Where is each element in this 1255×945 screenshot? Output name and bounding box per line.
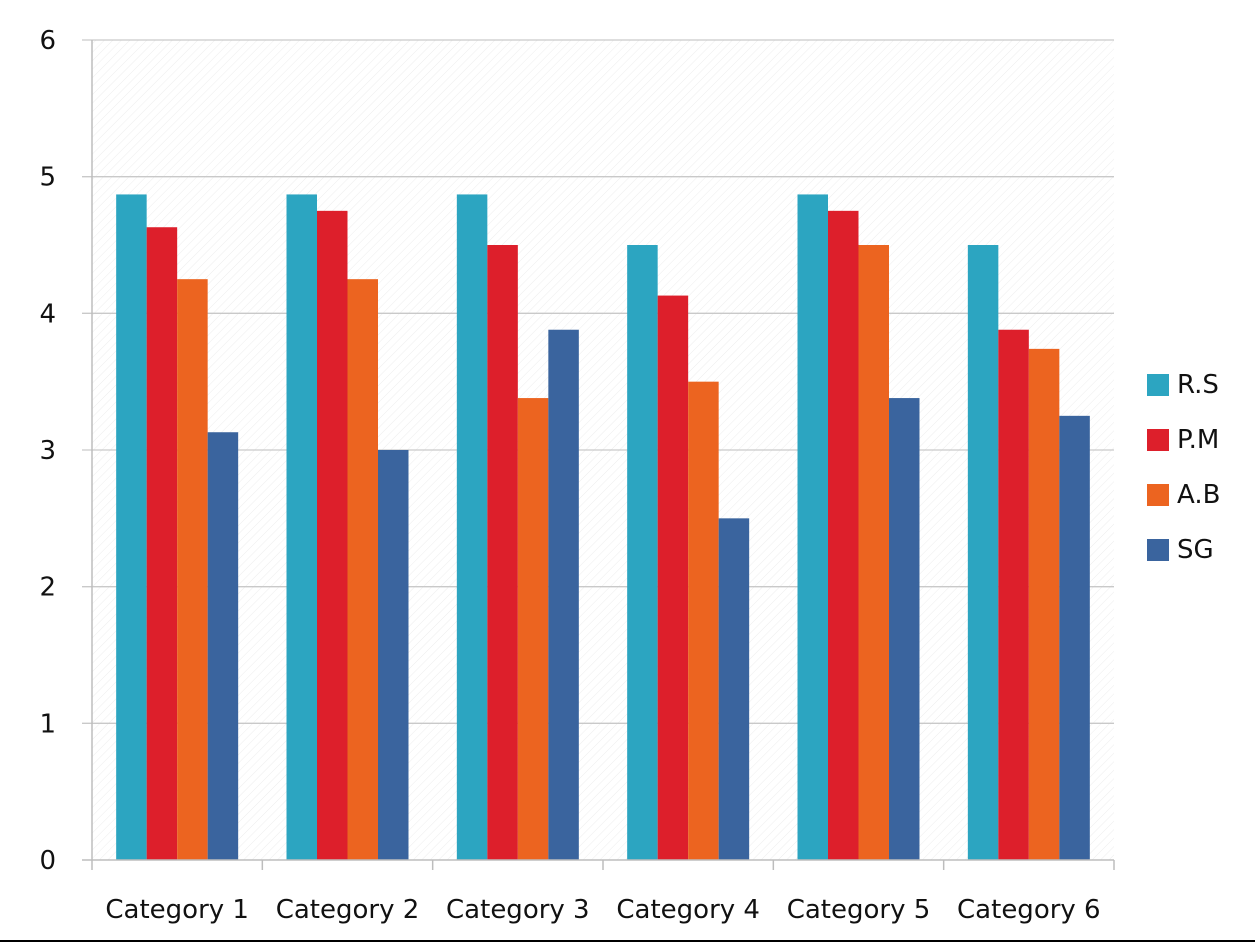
bar-r-s-2 (286, 194, 317, 860)
bar-r-s-1 (116, 194, 147, 860)
bar-sg-6 (1059, 415, 1090, 860)
x-tick-label: Category 3 (446, 895, 590, 925)
legend-swatch (1147, 429, 1169, 451)
legend-label: P.M (1177, 425, 1219, 455)
gridlines (82, 39, 1114, 724)
bar-sg-5 (889, 398, 920, 860)
bar-a-b-2 (347, 279, 378, 861)
bar-r-s-6 (967, 245, 999, 860)
y-tick-label: 1 (39, 709, 56, 739)
y-tick-label: 6 (39, 26, 56, 56)
bar-p-m-4 (657, 295, 689, 861)
bar-a-b-5 (858, 245, 889, 860)
bar-p-m-6 (998, 329, 1029, 860)
y-tick-label: 0 (39, 846, 56, 876)
x-tick-label: Category 1 (105, 895, 249, 925)
bar-r-s-5 (797, 194, 828, 860)
bar-r-s-4 (627, 245, 658, 860)
x-axis-tick-labels: Category 1 Category 2 Category 3 Category 4… (105, 895, 1100, 925)
bar-sg-4 (718, 518, 750, 860)
x-tick-label: Category 2 (276, 895, 420, 925)
bars-group (116, 194, 1090, 861)
x-tick-label: Category 5 (787, 895, 931, 925)
bar-a-b-1 (177, 279, 208, 861)
x-tick-label: Category 6 (957, 895, 1101, 925)
y-tick-label: 2 (39, 573, 56, 603)
legend-swatch (1147, 374, 1169, 396)
bar-a-b-4 (688, 381, 719, 860)
y-axis-tick-labels: 0 1 2 3 4 5 6 (39, 26, 56, 876)
bar-p-m-1 (146, 227, 178, 860)
bar-a-b-6 (1028, 348, 1060, 860)
legend: R.S P.M A.B SG (1147, 370, 1220, 565)
y-tick-label: 5 (39, 163, 56, 193)
y-tick-label: 3 (39, 436, 56, 466)
legend-swatch (1147, 539, 1169, 561)
legend-label: SG (1177, 535, 1214, 565)
bar-r-s-3 (456, 194, 488, 860)
y-tick-label: 4 (39, 299, 56, 329)
legend-label: R.S (1177, 370, 1219, 400)
bar-sg-1 (207, 432, 239, 860)
bar-a-b-3 (517, 398, 549, 860)
bar-sg-2 (378, 450, 409, 860)
x-tick-label: Category 4 (616, 895, 760, 925)
axes (82, 40, 1115, 870)
bar-p-m-2 (317, 210, 348, 861)
bar-p-m-5 (828, 210, 859, 861)
legend-label: A.B (1177, 480, 1220, 510)
bar-sg-3 (548, 329, 579, 860)
bar-p-m-3 (487, 245, 518, 860)
legend-swatch (1147, 484, 1169, 506)
